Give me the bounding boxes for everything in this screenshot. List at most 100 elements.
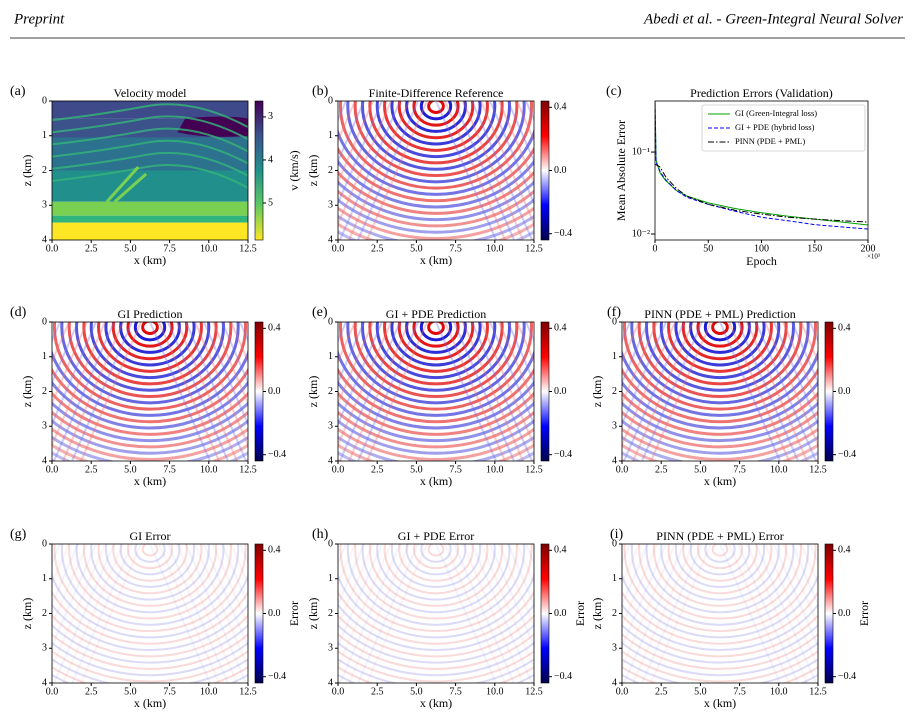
wavefront	[338, 590, 534, 645]
reflection-stripe	[338, 322, 383, 427]
wavefront	[622, 427, 818, 461]
x-tick-label: 7.5	[733, 464, 746, 475]
x-tick-label: 7.5	[163, 243, 176, 254]
x-axis-label: x (km)	[134, 253, 166, 267]
field-image	[338, 322, 534, 461]
reflection-stripe	[158, 544, 220, 683]
colorbar-tick-label: 0.0	[554, 386, 567, 397]
wavefront	[681, 322, 759, 361]
y-tick-label: 4	[328, 234, 333, 245]
colorbar-tick-label: 0.4	[554, 323, 567, 334]
reflection-stripe	[650, 322, 712, 461]
wavefront	[111, 322, 189, 361]
wavefront	[52, 590, 248, 645]
reflection-stripe	[357, 544, 419, 683]
panel-title: Finite-Difference Reference	[369, 86, 504, 100]
reflection-stripe	[728, 544, 790, 683]
reflection-stripe	[544, 101, 604, 240]
reflection-stripe	[444, 322, 506, 461]
colorbar-tick-label: 0.4	[838, 323, 851, 334]
field-image	[52, 544, 248, 683]
wavefront	[126, 544, 174, 570]
x-tick-label: 10.0	[770, 464, 788, 475]
wavefront	[52, 419, 248, 455]
colorbar-tick-label: 0.4	[838, 545, 851, 556]
wavefront	[405, 322, 467, 354]
reflection-stripe	[52, 322, 106, 448]
wavefront	[90, 544, 210, 601]
wavefront	[638, 544, 802, 620]
velocity-reflector	[105, 166, 148, 203]
wavefront	[97, 544, 203, 595]
colorbar-tick-label: 3	[268, 111, 273, 122]
wavefront	[60, 322, 240, 405]
x-tick-label: 2.5	[655, 464, 668, 475]
wavefront	[376, 544, 496, 601]
wavefront	[338, 146, 534, 203]
wavefront	[660, 544, 780, 601]
reflection-stripe	[516, 101, 534, 143]
x-tick-label: 12.5	[525, 686, 543, 697]
y-tick-label: 0	[42, 95, 47, 106]
wavefront	[338, 349, 534, 417]
reflection-stripe	[435, 322, 497, 461]
reflection-stripe	[622, 544, 658, 628]
colorbar-tick-label: 0.0	[268, 386, 281, 397]
reflection-stripe	[357, 101, 419, 240]
reflection-stripe	[728, 322, 790, 461]
y-tick-label: 2	[612, 608, 617, 619]
wavefront	[53, 544, 247, 633]
wavefront	[659, 322, 781, 380]
legend-label: PINN (PDE + PML)	[735, 136, 805, 146]
y-tick-label: 1	[42, 130, 47, 141]
y-tick-label: 10⁻¹	[632, 146, 650, 157]
reflection-stripe	[338, 544, 392, 670]
wavefront	[67, 322, 233, 398]
x-axis-label: x (km)	[420, 696, 452, 710]
colorbar	[540, 321, 550, 462]
field-image	[338, 101, 604, 240]
legend-label: GI (Green-Integral loss)	[735, 108, 817, 118]
reflection-stripe	[453, 544, 515, 683]
wavefront	[338, 410, 534, 449]
wavefront	[622, 603, 818, 651]
reflection-stripe	[167, 322, 229, 461]
y-tick-label: 2	[42, 165, 47, 176]
reflection-stripe	[230, 544, 248, 586]
velocity-layer	[52, 222, 248, 240]
x-tick-label: 7.5	[449, 464, 462, 475]
wavefront	[711, 322, 729, 336]
colorbar-tick-label: −0.4	[554, 228, 572, 239]
y-tick-label: 1	[42, 573, 47, 584]
colorbar-tick-label: 0.4	[268, 545, 281, 556]
wavefront	[338, 206, 534, 240]
wavefront	[82, 322, 218, 386]
y-axis-label: z (km)	[306, 598, 320, 630]
reflection-stripe	[203, 544, 248, 649]
wavefront	[383, 322, 489, 373]
wavefront	[353, 322, 519, 398]
reflection-stripe	[755, 544, 817, 683]
colorbar-tick-label: −0.4	[268, 449, 286, 460]
wavefront	[703, 322, 737, 342]
wavefront	[141, 544, 159, 557]
colorbar-tick-label: −0.4	[554, 449, 572, 460]
reflection-stripe	[719, 322, 781, 461]
y-tick-label: 4	[612, 677, 617, 688]
wavefront	[361, 101, 511, 171]
wavefront	[75, 322, 225, 392]
x-tick-label: 10.0	[200, 464, 218, 475]
wavefront	[104, 544, 196, 589]
wavefront	[119, 544, 181, 576]
x-tick-label: 5.0	[124, 464, 137, 475]
wavefront	[427, 322, 445, 336]
wavefront	[405, 101, 467, 133]
wavefront	[338, 380, 534, 430]
wavefront	[622, 650, 818, 683]
reflection-stripe	[338, 544, 374, 628]
y-axis-label: z (km)	[306, 376, 320, 408]
wavefront	[622, 614, 818, 658]
colorbar	[824, 543, 834, 684]
reflection-stripe	[338, 101, 365, 164]
